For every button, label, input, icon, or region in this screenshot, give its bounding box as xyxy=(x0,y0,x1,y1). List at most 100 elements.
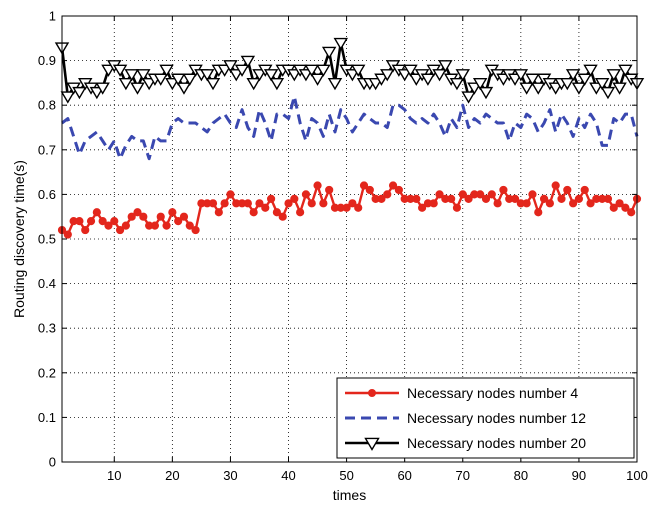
data-point xyxy=(507,73,523,86)
data-point xyxy=(345,69,360,82)
data-point xyxy=(176,82,192,95)
data-point xyxy=(368,78,383,91)
series-2 xyxy=(61,94,639,161)
data-point xyxy=(397,69,412,82)
data-point xyxy=(478,86,494,100)
data-point xyxy=(394,185,403,195)
data-point xyxy=(124,69,139,82)
data-point xyxy=(89,86,105,100)
data-point xyxy=(165,78,180,91)
data-point xyxy=(159,64,174,77)
data-point xyxy=(420,73,436,86)
data-point xyxy=(150,221,160,230)
x-tick-label: 90 xyxy=(572,468,586,483)
data-point xyxy=(528,190,537,199)
data-point xyxy=(278,212,287,221)
data-point xyxy=(92,208,101,217)
series-line xyxy=(61,94,639,161)
data-point xyxy=(577,73,592,86)
data-point xyxy=(539,194,549,203)
data-point xyxy=(170,73,186,86)
y-tick-label: 0.9 xyxy=(38,53,56,68)
data-point xyxy=(284,199,293,208)
data-point xyxy=(121,221,130,230)
data-point xyxy=(229,69,244,82)
data-point xyxy=(319,199,328,208)
data-point xyxy=(130,82,145,95)
data-point xyxy=(615,199,624,208)
data-point xyxy=(252,69,267,82)
data-point xyxy=(586,199,595,208)
series-1 xyxy=(57,181,642,239)
data-point xyxy=(226,190,235,199)
x-tick-label: 40 xyxy=(281,468,295,483)
data-point xyxy=(627,208,636,217)
data-point xyxy=(525,73,540,86)
data-point xyxy=(325,185,334,195)
data-point xyxy=(365,185,374,195)
data-point xyxy=(327,78,343,91)
data-point xyxy=(182,73,198,86)
data-point xyxy=(263,69,279,82)
data-point xyxy=(548,82,563,95)
data-point xyxy=(139,212,148,221)
data-point xyxy=(72,86,87,100)
data-point xyxy=(432,69,447,82)
data-point xyxy=(307,199,316,208)
x-tick-label: 10 xyxy=(107,468,121,483)
data-point xyxy=(476,190,485,199)
data-point xyxy=(429,199,438,208)
data-point xyxy=(565,69,581,82)
y-tick-label: 0.4 xyxy=(38,276,56,291)
data-point xyxy=(214,208,223,217)
x-axis-label: times xyxy=(333,487,366,503)
data-point xyxy=(600,86,616,100)
data-point xyxy=(374,73,389,86)
data-point xyxy=(255,199,264,208)
data-point xyxy=(438,60,453,73)
data-point xyxy=(298,69,314,82)
legend-label: Necessary nodes number 12 xyxy=(407,410,586,426)
data-point xyxy=(127,212,136,221)
data-point xyxy=(618,64,633,77)
x-tick-label: 70 xyxy=(456,468,470,483)
data-point xyxy=(551,181,560,190)
data-point xyxy=(534,208,543,217)
data-point xyxy=(246,78,261,91)
y-tick-label: 0.1 xyxy=(38,410,56,425)
data-point xyxy=(609,203,618,212)
legend-label: Necessary nodes number 4 xyxy=(407,385,578,401)
data-point xyxy=(499,185,508,195)
y-tick-label: 0.2 xyxy=(38,365,56,380)
data-point xyxy=(472,78,488,91)
data-point xyxy=(191,225,200,235)
data-point xyxy=(168,208,177,217)
data-point xyxy=(510,194,520,203)
y-tick-label: 1 xyxy=(49,9,56,24)
data-point xyxy=(574,194,584,203)
data-point xyxy=(179,212,189,221)
data-point xyxy=(388,181,398,190)
data-point xyxy=(569,199,578,208)
data-point xyxy=(493,199,502,208)
legend: Necessary nodes number 4 Necessary nodes … xyxy=(336,377,635,459)
data-point xyxy=(185,221,194,230)
data-point xyxy=(290,194,299,203)
data-point xyxy=(464,194,473,203)
data-point xyxy=(296,208,305,217)
data-point xyxy=(612,82,627,95)
x-tick-label: 20 xyxy=(165,468,179,483)
data-point xyxy=(208,199,218,208)
data-point xyxy=(101,64,116,77)
axis-ticks: 0 0.1 0.2 0.3 0.4 0.5 0.6 0.7 0.8 0.9 1 10 20 30 40 50 6… xyxy=(38,9,648,484)
series-layer xyxy=(54,37,645,239)
data-point xyxy=(136,69,151,82)
data-point xyxy=(269,78,285,91)
data-point xyxy=(98,217,107,226)
data-point xyxy=(589,82,604,95)
data-point xyxy=(606,69,621,82)
data-point xyxy=(321,46,337,60)
data-point xyxy=(455,69,470,82)
data-point xyxy=(156,212,165,221)
data-point xyxy=(205,78,221,91)
